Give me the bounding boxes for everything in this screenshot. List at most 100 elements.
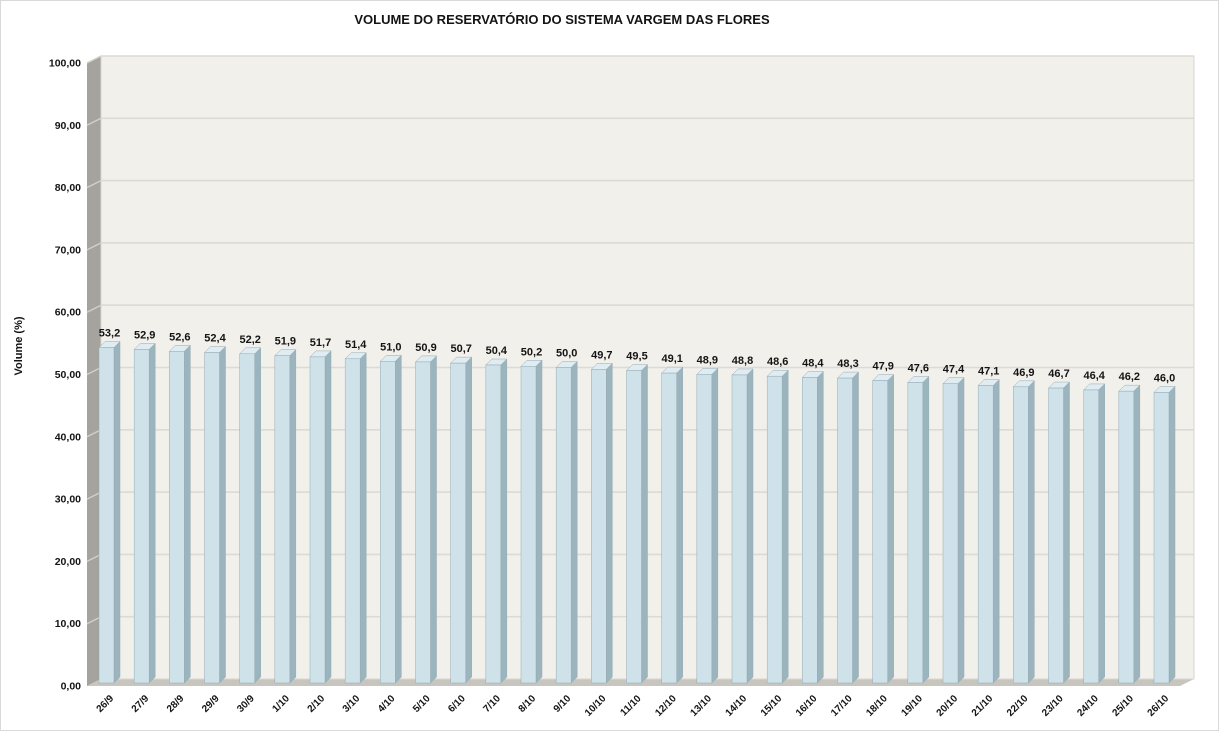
bar-side-face	[289, 349, 297, 684]
bar-front-face	[872, 380, 888, 684]
bar-side-face	[1168, 385, 1176, 684]
bar-value-label: 51,0	[380, 341, 401, 353]
x-tick-label: 28/9	[165, 693, 187, 715]
bar	[766, 369, 789, 684]
bar-value-label: 49,1	[661, 353, 682, 365]
bar-front-face	[169, 351, 185, 684]
y-tick-label: 60,00	[55, 307, 81, 319]
bar-front-face	[555, 367, 572, 684]
bar-value-labels: 53,2 52,9 52,6 52,4 52,2 51,9 51,7 51,4 51,0 50,9…	[99, 328, 1175, 385]
bar	[836, 371, 860, 684]
bar-value-label: 50,7	[450, 343, 471, 355]
bar-value-label: 46,7	[1048, 368, 1069, 380]
x-tick-label: 16/10	[794, 693, 820, 719]
bar	[625, 364, 649, 684]
bar	[450, 356, 473, 684]
x-tick-label: 9/10	[552, 693, 574, 715]
bar-value-label: 46,0	[1154, 372, 1175, 384]
bar	[98, 340, 121, 684]
bar-front-face	[450, 362, 466, 684]
y-tick-label: 30,00	[55, 494, 81, 506]
bar-side-face	[219, 345, 226, 684]
bar-front-face	[1083, 389, 1099, 684]
x-tick-label: 30/9	[235, 693, 257, 715]
bar-side-face	[500, 358, 508, 684]
bar-front-face	[98, 347, 115, 684]
x-tick-label: 22/10	[1005, 693, 1031, 719]
bar-side-face	[254, 347, 261, 684]
bar-value-label: 49,5	[626, 351, 647, 363]
x-tick-label: 26/10	[1146, 693, 1172, 719]
bar-value-label: 48,3	[837, 358, 858, 370]
bar-side-face	[711, 367, 719, 684]
bar	[977, 378, 1000, 684]
wall-gridline	[86, 117, 102, 126]
bar-side-face	[781, 369, 789, 684]
bar-front-face	[1118, 390, 1135, 684]
bar	[696, 367, 719, 684]
bar-value-label: 48,6	[767, 356, 788, 368]
bar-side-face	[148, 342, 156, 684]
bars	[98, 340, 1176, 684]
bar-front-face	[309, 356, 326, 684]
wall-gridline	[86, 616, 102, 625]
bar-side-face	[1133, 384, 1141, 684]
bar-value-label: 48,4	[802, 357, 824, 369]
bar-value-label: 49,7	[591, 349, 612, 361]
bar	[872, 373, 895, 684]
x-tick-label: 14/10	[724, 693, 750, 719]
bar-value-label: 46,2	[1119, 371, 1140, 383]
x-tick-label: 4/10	[376, 693, 398, 715]
bar-front-face	[802, 377, 818, 684]
bar-value-label: 47,6	[908, 362, 929, 374]
x-tick-label: 18/10	[864, 693, 890, 719]
x-tick-label: 12/10	[653, 693, 679, 719]
bar-front-face	[204, 352, 220, 684]
y-tick-label: 40,00	[55, 431, 81, 443]
bar-front-face	[239, 353, 255, 684]
bar	[1083, 383, 1106, 684]
y-tick-label: 90,00	[55, 120, 81, 132]
bar-front-face	[837, 377, 853, 684]
x-tick-label: 21/10	[970, 693, 996, 719]
bar-value-label: 52,6	[169, 331, 190, 343]
bar-value-label: 47,4	[943, 364, 965, 376]
y-tick-label: 20,00	[55, 556, 81, 568]
y-tick-label: 0,00	[61, 681, 82, 693]
x-tick-label: 19/10	[899, 693, 925, 719]
bar	[1153, 385, 1176, 684]
x-tick-label: 8/10	[517, 693, 539, 715]
bar-front-face	[696, 374, 713, 684]
bar	[168, 344, 191, 684]
bar	[520, 359, 543, 684]
bar	[414, 355, 438, 684]
x-tick-label: 6/10	[446, 693, 468, 715]
bar-front-face	[591, 369, 607, 684]
wall-gridline	[86, 304, 102, 313]
bar-front-face	[274, 355, 291, 684]
bar-side-face	[535, 359, 543, 684]
bar-front-face	[380, 361, 396, 684]
x-tick-label: 11/10	[619, 693, 644, 718]
wall-gridline	[86, 429, 102, 438]
y-tick-label: 100,00	[49, 58, 81, 70]
bar-side-face	[430, 355, 437, 684]
y-axis-tick-labels: 0,00 10,00 20,00 30,00 40,00 50,00 60,00 70,00 8…	[49, 58, 81, 693]
y-tick-label: 80,00	[55, 182, 81, 194]
wall-gridline	[86, 491, 102, 500]
bar-side-face	[395, 354, 402, 684]
bar-front-face	[766, 375, 783, 684]
bar	[590, 362, 613, 684]
bar-front-face	[415, 361, 431, 684]
bar-value-label: 50,2	[521, 346, 542, 358]
bar-value-label: 47,9	[872, 361, 893, 373]
bar-side-face	[746, 368, 754, 684]
bar-front-face	[661, 372, 677, 684]
bar-side-face	[184, 344, 191, 684]
bar-value-label: 50,4	[486, 345, 508, 357]
y-tick-label: 70,00	[55, 244, 81, 256]
bar-side-face	[957, 377, 965, 684]
x-tick-label: 26/9	[95, 693, 117, 715]
x-tick-label: 17/10	[829, 693, 855, 719]
bar-value-label: 52,4	[204, 333, 226, 345]
